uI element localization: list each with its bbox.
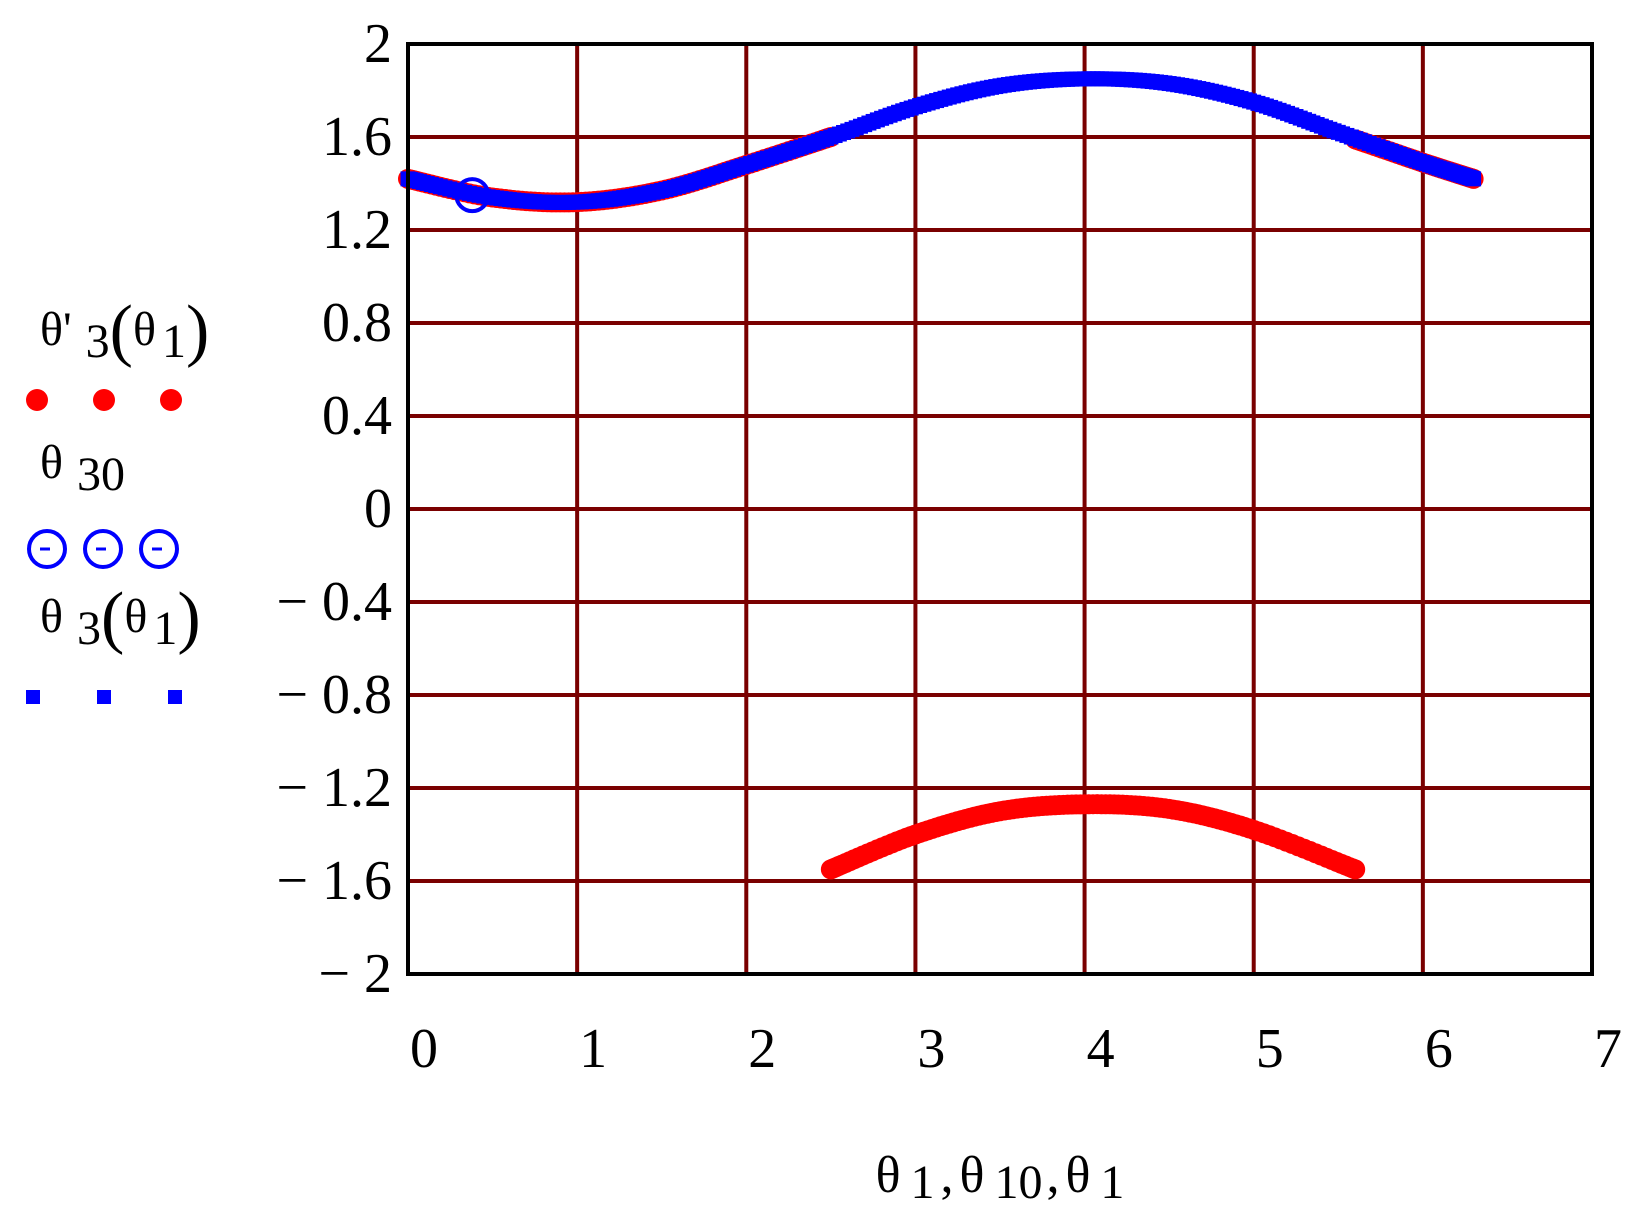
xlabel-part: θ (1065, 1147, 1090, 1204)
legend-label-theta-prime-3: θ' 3(θ 1) (40, 292, 209, 369)
y-tick-label: − 2 (318, 943, 392, 1005)
xlabel-part: , (941, 1147, 954, 1204)
xlabel-part: 1 (1100, 1156, 1124, 1209)
data-point (1466, 171, 1482, 187)
xlabel-part: 1 (911, 1156, 935, 1209)
legend-label-part: θ' (40, 303, 72, 356)
y-tick-label: 0.8 (322, 292, 392, 354)
legend-marker-dot (93, 389, 115, 411)
legend-label-part: θ (40, 590, 63, 643)
legend-label-theta-3: θ 3(θ 1) (40, 579, 201, 656)
legend-marker-blue-squares (26, 690, 182, 704)
y-axis-ticks: 2 1.6 1.2 0.8 0.4 0 − 0.4 − 0.8 − 1.2 − 1.6 − 2 (276, 13, 392, 1005)
x-tick-label: 5 (1256, 1018, 1284, 1080)
y-tick-label: 2 (364, 13, 392, 75)
x-tick-label: 7 (1594, 1018, 1622, 1080)
x-tick-label: 3 (917, 1018, 945, 1080)
x-axis-ticks: 0 1 2 3 4 5 6 7 (410, 1018, 1622, 1080)
legend-label-part: 3 (86, 315, 110, 368)
legend-marker-square (26, 690, 40, 704)
legend-label-theta-30: θ 30 (40, 436, 125, 501)
legend-label-part: ) (177, 579, 200, 656)
plot-data (398, 71, 1484, 880)
legend-label-part: ( (101, 579, 124, 656)
y-tick-label: − 1.2 (276, 757, 392, 819)
legend-label-part: θ (133, 303, 156, 356)
legend-marker-circle (139, 529, 179, 569)
legend-marker-circle (27, 529, 67, 569)
y-tick-label: − 1.6 (276, 850, 392, 912)
legend-label-part: θ (40, 436, 63, 489)
y-tick-label: 1.6 (322, 106, 392, 168)
legend-label-part: ( (110, 292, 133, 369)
legend-marker-square (97, 690, 111, 704)
x-tick-label: 6 (1425, 1018, 1453, 1080)
legend-marker-dot (160, 389, 182, 411)
legend-label-part: 1 (153, 602, 177, 655)
data-point (454, 177, 491, 214)
legend-label-part: θ (124, 590, 147, 643)
xlabel-part: , (1046, 1147, 1059, 1204)
y-tick-label: − 0.4 (276, 571, 392, 633)
xlabel-part: θ (960, 1147, 985, 1204)
xlabel-part: 10 (994, 1156, 1042, 1209)
y-tick-label: − 0.8 (276, 664, 392, 726)
legend-marker-red-dots (26, 389, 182, 411)
x-tick-label: 4 (1087, 1018, 1115, 1080)
legend-marker-blue-circles (27, 529, 179, 569)
series-theta_30 (454, 177, 491, 214)
plot-frame (406, 42, 1594, 976)
legend-marker-square (168, 690, 182, 704)
legend-label-part: 30 (77, 448, 125, 501)
x-tick-label: 0 (410, 1018, 438, 1080)
legend-marker-dot (26, 389, 48, 411)
data-point (1345, 859, 1366, 880)
x-tick-label: 2 (748, 1018, 776, 1080)
legend: θ' 3(θ 1) θ 30 θ 3(θ 1) (26, 292, 209, 704)
legend-label-part: 3 (77, 602, 101, 655)
legend-marker-circle (83, 529, 123, 569)
y-tick-label: 1.2 (322, 199, 392, 261)
x-tick-label: 1 (579, 1018, 607, 1080)
x-axis-label: θ 1, θ 10, θ 1 (876, 1147, 1125, 1209)
legend-label-part: 1 (162, 315, 186, 368)
series-theta_prime_3 (398, 127, 1484, 880)
y-tick-label: 0.4 (322, 385, 392, 447)
xlabel-part: θ (876, 1147, 901, 1204)
series-theta_3 (400, 71, 1482, 210)
y-tick-label: 0 (364, 478, 392, 540)
grid (408, 44, 1592, 974)
legend-label-part: ) (186, 292, 209, 369)
